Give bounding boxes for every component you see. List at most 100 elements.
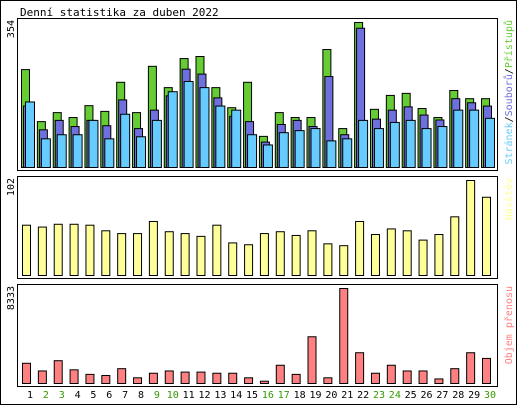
x-tick-label: 3 [59, 390, 65, 401]
bar [117, 368, 127, 385]
bar [450, 216, 460, 277]
bar [133, 233, 143, 277]
bar [358, 119, 369, 168]
bar [402, 370, 412, 385]
x-tick-label: 11 [183, 390, 195, 401]
bar [22, 224, 31, 277]
bar [196, 235, 206, 276]
bar [450, 368, 460, 385]
bar [148, 372, 158, 385]
bar [101, 230, 111, 276]
bar [247, 134, 258, 169]
bar [85, 224, 95, 277]
bar [228, 242, 238, 276]
y-tick-label: 354 [6, 20, 17, 38]
bar [418, 239, 428, 277]
x-tick-label: 19 [309, 390, 321, 401]
bar [373, 128, 384, 168]
bar [53, 223, 63, 276]
legend-entry: Stránek [503, 122, 515, 164]
legend: Návštěv [503, 178, 515, 220]
legend: Objem přenosu [503, 286, 515, 364]
x-tick-label: 16 [262, 390, 274, 401]
x-tick-label: 20 [325, 390, 337, 401]
bar [215, 105, 226, 168]
bar [323, 243, 333, 276]
bar [386, 364, 396, 385]
bar [69, 369, 79, 385]
x-tick-label: 4 [75, 390, 81, 401]
bar [37, 370, 47, 385]
y-tick-label: 102 [6, 178, 17, 196]
bar [151, 119, 162, 168]
bar [355, 352, 365, 385]
bar [466, 180, 476, 276]
x-tick-label: 25 [405, 390, 417, 401]
bar [294, 130, 305, 168]
bar [72, 134, 83, 169]
bar [104, 138, 115, 168]
x-tick-label: 17 [278, 390, 290, 401]
bar [228, 372, 238, 385]
bar [342, 138, 353, 168]
x-tick-label: 26 [421, 390, 433, 401]
y-tick-label: 8333 [6, 286, 17, 310]
x-tick-label: 22 [357, 390, 369, 401]
bar [402, 230, 412, 276]
chart-title: Denní statistika za duben 2022 [20, 6, 219, 19]
bar [164, 370, 174, 385]
bar [133, 377, 143, 385]
x-tick-label: 7 [122, 390, 128, 401]
bar [326, 140, 337, 168]
legend-separator: / [504, 68, 515, 74]
bar [262, 144, 273, 169]
bar [339, 245, 349, 276]
bar [278, 132, 289, 168]
bar [183, 80, 194, 168]
bar [199, 87, 210, 168]
x-tick-label: 29 [468, 390, 480, 401]
bar [40, 138, 51, 168]
bar [275, 231, 285, 277]
bar [485, 117, 495, 168]
bar [275, 364, 285, 385]
bar [389, 121, 400, 168]
bar [180, 371, 190, 385]
bar [259, 380, 269, 385]
bar [291, 234, 301, 276]
legend-entry: Návštěv [503, 178, 515, 220]
bar [244, 244, 254, 277]
bar [437, 126, 448, 169]
bar [25, 101, 35, 168]
bar [22, 362, 31, 384]
bar [56, 134, 67, 169]
legend: Stránek/Souborů/Přístupů [503, 20, 515, 165]
bar [180, 233, 190, 277]
x-tick-label: 27 [436, 390, 448, 401]
legend-entry: Přístupů [503, 20, 515, 68]
bar [259, 233, 269, 277]
bar [434, 234, 444, 276]
legend-separator: / [504, 116, 515, 122]
x-tick-label: 23 [373, 390, 385, 401]
bar [37, 226, 47, 277]
bar [136, 136, 147, 169]
bar [307, 230, 317, 276]
bar [69, 223, 79, 276]
bar [310, 128, 321, 168]
bar [212, 224, 222, 277]
x-tick-label: 12 [198, 390, 210, 401]
x-tick-label: 13 [214, 390, 226, 401]
bar [482, 196, 491, 276]
legend-entry: Objem přenosu [503, 286, 515, 364]
bar [291, 373, 301, 385]
bar [212, 372, 222, 385]
x-tick-label: 18 [294, 390, 306, 401]
bar [482, 357, 491, 385]
bar [148, 220, 158, 276]
x-tick-label: 10 [167, 390, 179, 401]
x-tick-label: 28 [452, 390, 464, 401]
bar [355, 220, 365, 276]
bar [120, 113, 131, 168]
